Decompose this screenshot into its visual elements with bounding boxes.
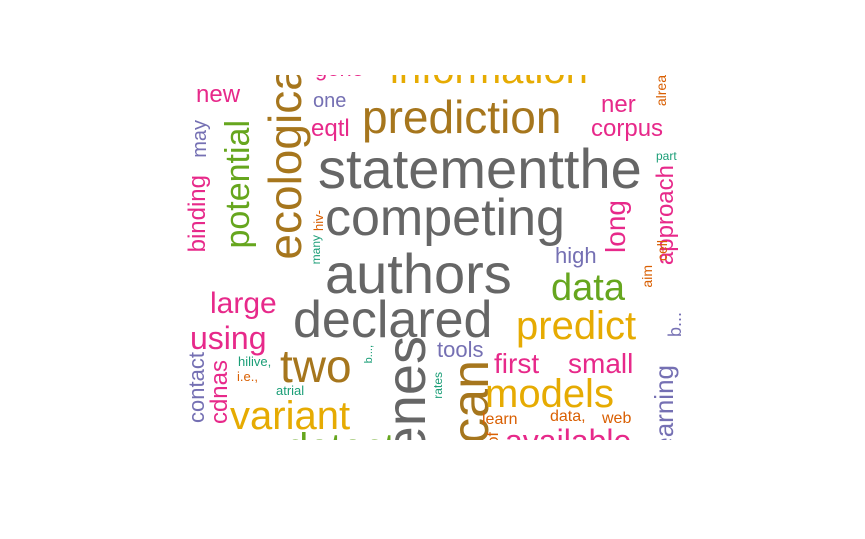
word-learn: learn	[482, 411, 518, 428]
word-cdnas: cdnas	[206, 360, 233, 425]
word-genes: genes	[374, 336, 437, 440]
word-of: of	[485, 432, 502, 440]
word-hilive: hilive,	[238, 354, 272, 369]
word-first: first	[494, 348, 540, 379]
word-two: two	[280, 340, 352, 392]
word-hiv: hiv-	[311, 210, 326, 231]
word-potential: potential	[219, 120, 257, 249]
word-new: new	[196, 81, 241, 108]
word-long: long	[600, 200, 631, 253]
word-cell: cell	[654, 240, 670, 262]
word-eqtl: eqtl	[311, 115, 350, 142]
word-b: b...	[665, 312, 685, 338]
word-authors: authors	[325, 242, 512, 305]
word-tools: tools	[437, 337, 484, 362]
word-may: may	[189, 120, 211, 158]
word-corpus: corpus	[591, 115, 664, 142]
word-detect: detect	[286, 428, 395, 440]
word-high: high	[555, 243, 597, 268]
word-using: using	[190, 320, 267, 356]
word-competing: competing	[325, 189, 565, 247]
word-one: one	[313, 90, 347, 112]
word-alrea: alrea	[653, 75, 669, 107]
word-declared: declared	[293, 291, 493, 349]
word-large: large	[210, 287, 277, 320]
word-data: data,	[550, 408, 586, 425]
word-b: b...,	[363, 345, 375, 364]
word-cloud: information gene alrea new one prediction ner e…	[180, 75, 685, 440]
word-statementthe: statementthe	[318, 137, 642, 200]
word-part: part	[656, 149, 677, 163]
word-aim: aim	[639, 265, 655, 288]
word-contact: contact	[184, 352, 209, 423]
word-many: many	[309, 235, 323, 265]
word-prediction: prediction	[362, 91, 562, 143]
word-rates: rates	[431, 372, 445, 399]
word-available: available	[505, 425, 631, 440]
word-i-e: i.e.,	[237, 369, 258, 384]
word-predict: predict	[516, 304, 637, 348]
word-small: small	[568, 348, 634, 379]
word-models: models	[485, 372, 614, 416]
word-web: web	[602, 410, 632, 427]
word-variant: variant	[230, 394, 351, 438]
word-information: information	[390, 75, 588, 90]
word-atrial: atrial	[276, 383, 305, 398]
word-gene: gene	[315, 75, 364, 80]
word-data: data	[551, 267, 625, 309]
word-learning: learning	[649, 365, 679, 440]
word-ecological: ecological	[259, 75, 311, 260]
word-ner: ner	[601, 91, 636, 118]
word-binding: binding	[184, 175, 211, 253]
